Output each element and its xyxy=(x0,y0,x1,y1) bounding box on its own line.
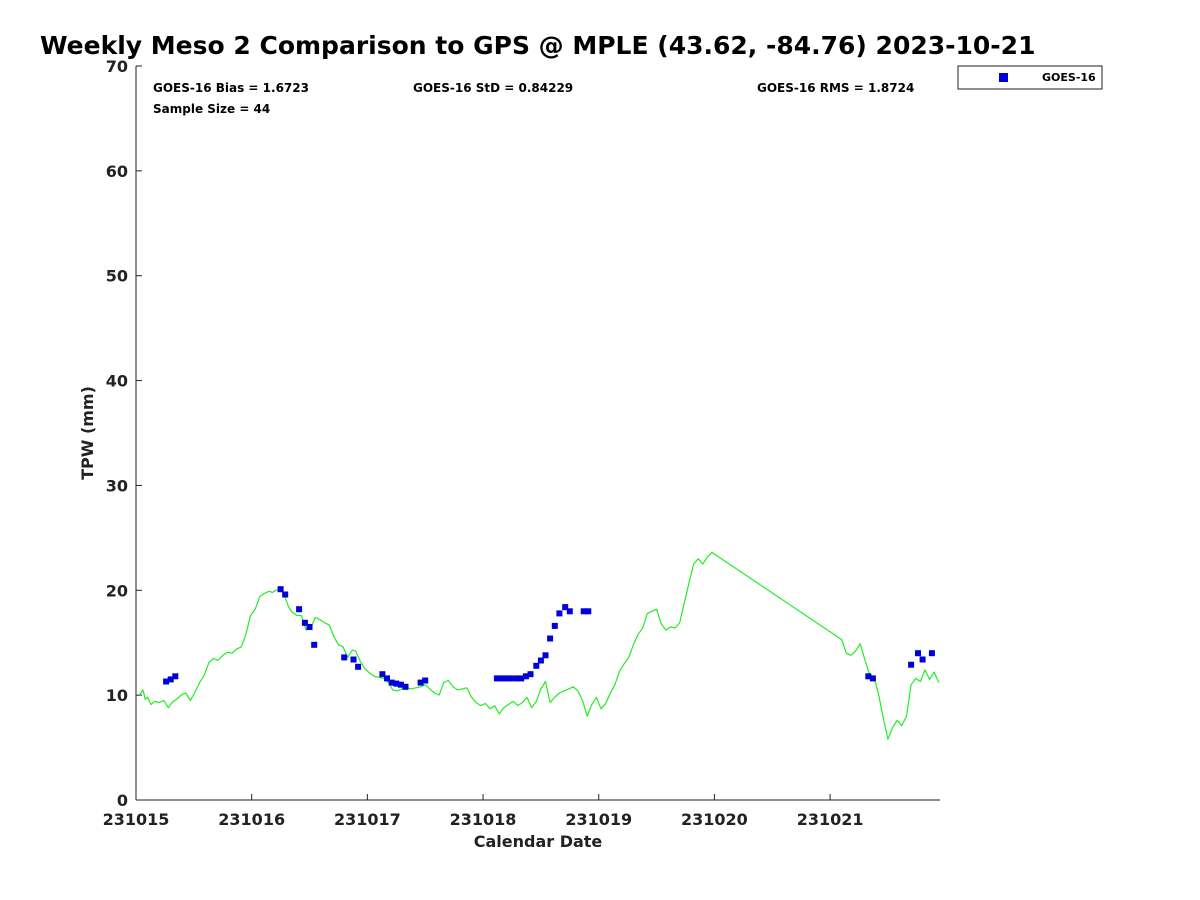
y-axis-label: TPW (mm) xyxy=(78,386,97,480)
goes-point xyxy=(277,586,284,593)
goes-point xyxy=(566,608,573,615)
goes-point xyxy=(503,675,510,682)
goes-point xyxy=(341,654,348,661)
x-tick-label: 231020 xyxy=(681,810,748,829)
goes-point xyxy=(869,675,876,682)
bias-stat: GOES-16 Bias = 1.6723 xyxy=(153,81,309,95)
x-tick-label: 231019 xyxy=(565,810,632,829)
goes-point xyxy=(388,679,395,686)
legend: GOES-16 xyxy=(957,65,1103,90)
x-tick-label: 231016 xyxy=(218,810,285,829)
goes-series xyxy=(163,586,935,690)
goes-point xyxy=(379,671,386,678)
goes-point xyxy=(562,604,569,611)
y-tick-label: 10 xyxy=(106,686,128,705)
x-tick-label: 231021 xyxy=(797,810,864,829)
goes-point xyxy=(402,683,409,690)
goes-point xyxy=(513,675,520,682)
y-tick-label: 0 xyxy=(117,791,128,810)
goes-point xyxy=(422,677,429,684)
goes-point xyxy=(384,675,390,682)
goes-point xyxy=(493,675,500,682)
goes-point xyxy=(350,656,357,663)
y-tick-label: 30 xyxy=(106,476,128,495)
gps-line xyxy=(138,551,940,740)
legend-box xyxy=(957,65,1103,90)
gps-series xyxy=(138,551,940,740)
goes-point xyxy=(556,610,563,617)
std-stat: GOES-16 StD = 0.84229 xyxy=(413,81,573,95)
goes-point xyxy=(393,680,400,687)
rms-stat: GOES-16 RMS = 1.8724 xyxy=(757,81,914,95)
goes-point xyxy=(547,635,554,642)
legend-label: GOES-16 xyxy=(1042,71,1096,84)
goes-point xyxy=(865,673,872,680)
goes-point xyxy=(167,676,174,683)
sample-size-stat: Sample Size = 44 xyxy=(153,102,270,116)
goes-point xyxy=(527,671,534,678)
goes-point xyxy=(908,661,915,668)
goes-point xyxy=(537,657,544,664)
goes-point xyxy=(397,681,404,688)
goes-point xyxy=(542,652,549,659)
x-tick-label: 231018 xyxy=(450,810,517,829)
goes-point xyxy=(355,663,362,670)
chart-title: Weekly Meso 2 Comparison to GPS @ MPLE (… xyxy=(40,31,1035,60)
goes-point xyxy=(172,673,179,680)
y-tick-label: 20 xyxy=(106,581,128,600)
goes-point xyxy=(551,622,558,629)
legend-marker xyxy=(999,73,1008,82)
x-tick-label: 231015 xyxy=(103,810,170,829)
y-tick-label: 70 xyxy=(106,57,128,76)
goes-point xyxy=(296,606,303,613)
x-axis-label: Calendar Date xyxy=(474,832,603,851)
goes-point xyxy=(585,608,592,615)
goes-point xyxy=(915,650,921,657)
goes-point xyxy=(507,675,514,682)
goes-point xyxy=(522,673,529,680)
goes-point xyxy=(533,662,540,669)
y-tick-label: 40 xyxy=(106,372,128,391)
goes-point xyxy=(580,608,587,615)
x-tick-label: 231017 xyxy=(334,810,401,829)
goes-point xyxy=(306,624,313,630)
y-tick-label: 60 xyxy=(106,162,128,181)
goes-point xyxy=(282,591,289,598)
goes-point xyxy=(518,675,525,682)
goes-point xyxy=(919,656,926,663)
goes-point xyxy=(498,675,505,682)
goes-point xyxy=(301,619,308,626)
goes-point xyxy=(311,641,318,648)
goes-point xyxy=(928,650,935,657)
y-axis-ticks: 0 10 20 30 40 50 60 70 xyxy=(106,57,142,810)
goes-point xyxy=(163,678,170,685)
y-tick-label: 50 xyxy=(106,267,128,286)
x-axis-ticks: 231015 231016 231017 231018 231019 231020 2310… xyxy=(103,794,864,829)
goes-point xyxy=(417,679,424,686)
